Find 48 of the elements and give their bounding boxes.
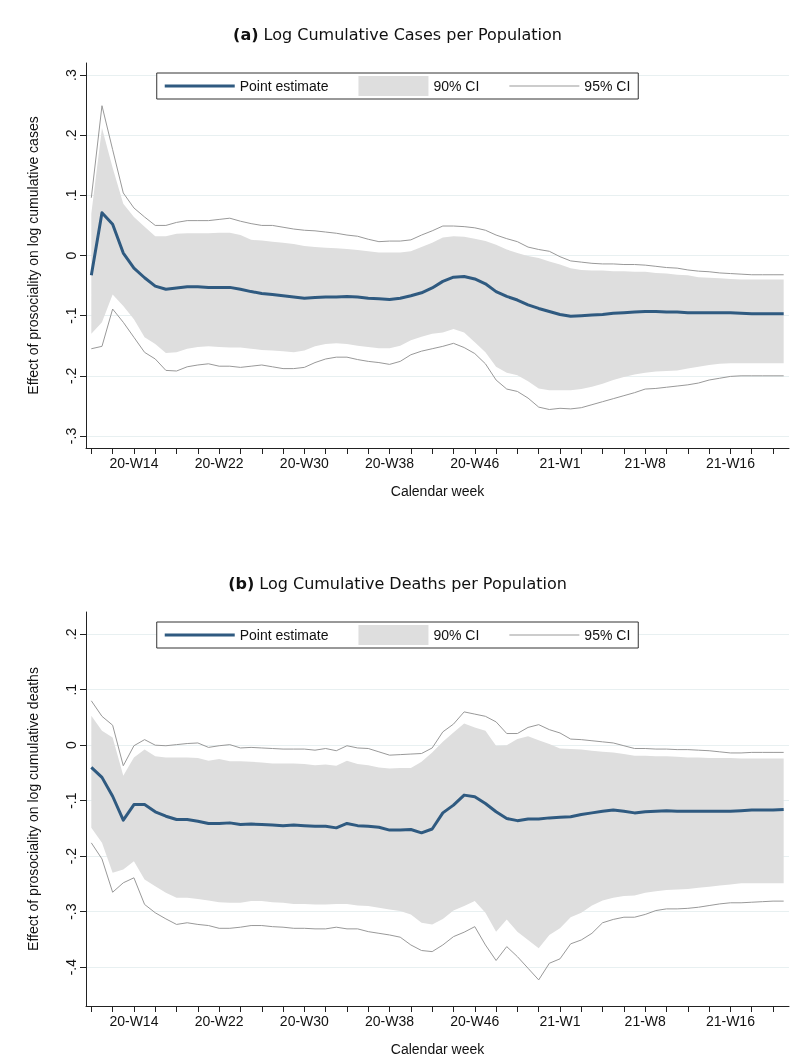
x-tick-label: 21-W16 bbox=[705, 455, 756, 471]
y-tick-label: .1 bbox=[63, 189, 79, 202]
legend-label: Point estimate bbox=[239, 627, 329, 643]
line-series bbox=[90, 105, 785, 276]
y-tick-label: -.3 bbox=[63, 903, 79, 920]
x-tick-label: 20-W46 bbox=[450, 455, 500, 471]
x-tick-label: 20-W22 bbox=[194, 455, 244, 471]
legend-label: 90% CI bbox=[433, 627, 480, 643]
legend-label: 90% CI bbox=[433, 78, 480, 94]
legend-label: 95% CI bbox=[584, 627, 631, 643]
legend-label: Point estimate bbox=[239, 78, 329, 94]
x-tick-label: 20-W22 bbox=[194, 1013, 244, 1029]
line-series bbox=[90, 308, 785, 410]
x-tick-label: 20-W30 bbox=[279, 1013, 330, 1029]
line-series bbox=[90, 842, 785, 981]
x-tick-label: 20-W38 bbox=[365, 455, 415, 471]
x-tick-label: 21-W16 bbox=[705, 1013, 756, 1029]
legend-label: 95% CI bbox=[584, 78, 631, 94]
line-series bbox=[90, 700, 785, 767]
x-tick-label: 20-W38 bbox=[365, 1013, 415, 1029]
x-tick-label: 20-W30 bbox=[279, 455, 330, 471]
x-tick-label: 21-W1 bbox=[539, 1013, 581, 1029]
x-tick-label: 20-W14 bbox=[109, 1013, 159, 1029]
line-series bbox=[89, 765, 786, 835]
y-tick-label: -.1 bbox=[63, 307, 79, 324]
x-tick-label: 20-W14 bbox=[109, 455, 159, 471]
x-tick-label: 21-W1 bbox=[539, 455, 581, 471]
chart-title: (b) Log Cumulative Deaths per Population bbox=[228, 573, 567, 593]
y-axis-title: Effect of prosociality on log cumulative deaths bbox=[25, 667, 41, 951]
y-tick-label: -.1 bbox=[63, 792, 79, 809]
y-tick-label: .2 bbox=[63, 129, 79, 142]
line-series bbox=[89, 211, 786, 318]
x-tick-label: 21-W8 bbox=[624, 1013, 667, 1029]
chart-title: (a) Log Cumulative Cases per Population bbox=[233, 24, 562, 44]
y-tick-label: -.4 bbox=[63, 958, 79, 976]
x-tick-label: 21-W8 bbox=[624, 455, 667, 471]
x-axis-title: Calendar week bbox=[390, 483, 486, 499]
y-tick-label: .2 bbox=[63, 628, 79, 641]
y-tick-label: .1 bbox=[63, 683, 79, 696]
y-tick-label: -.3 bbox=[63, 427, 79, 445]
y-tick-label: -.2 bbox=[63, 847, 79, 865]
x-tick-label: 20-W46 bbox=[450, 1013, 500, 1029]
y-tick-label: .3 bbox=[63, 68, 79, 81]
y-tick-label: 0 bbox=[63, 741, 79, 750]
y-tick-label: 0 bbox=[63, 251, 79, 260]
x-axis-title: Calendar week bbox=[390, 1041, 486, 1057]
y-axis-title: Effect of prosociality on log cumulative cases bbox=[25, 116, 41, 395]
y-tick-label: -.2 bbox=[63, 367, 79, 384]
